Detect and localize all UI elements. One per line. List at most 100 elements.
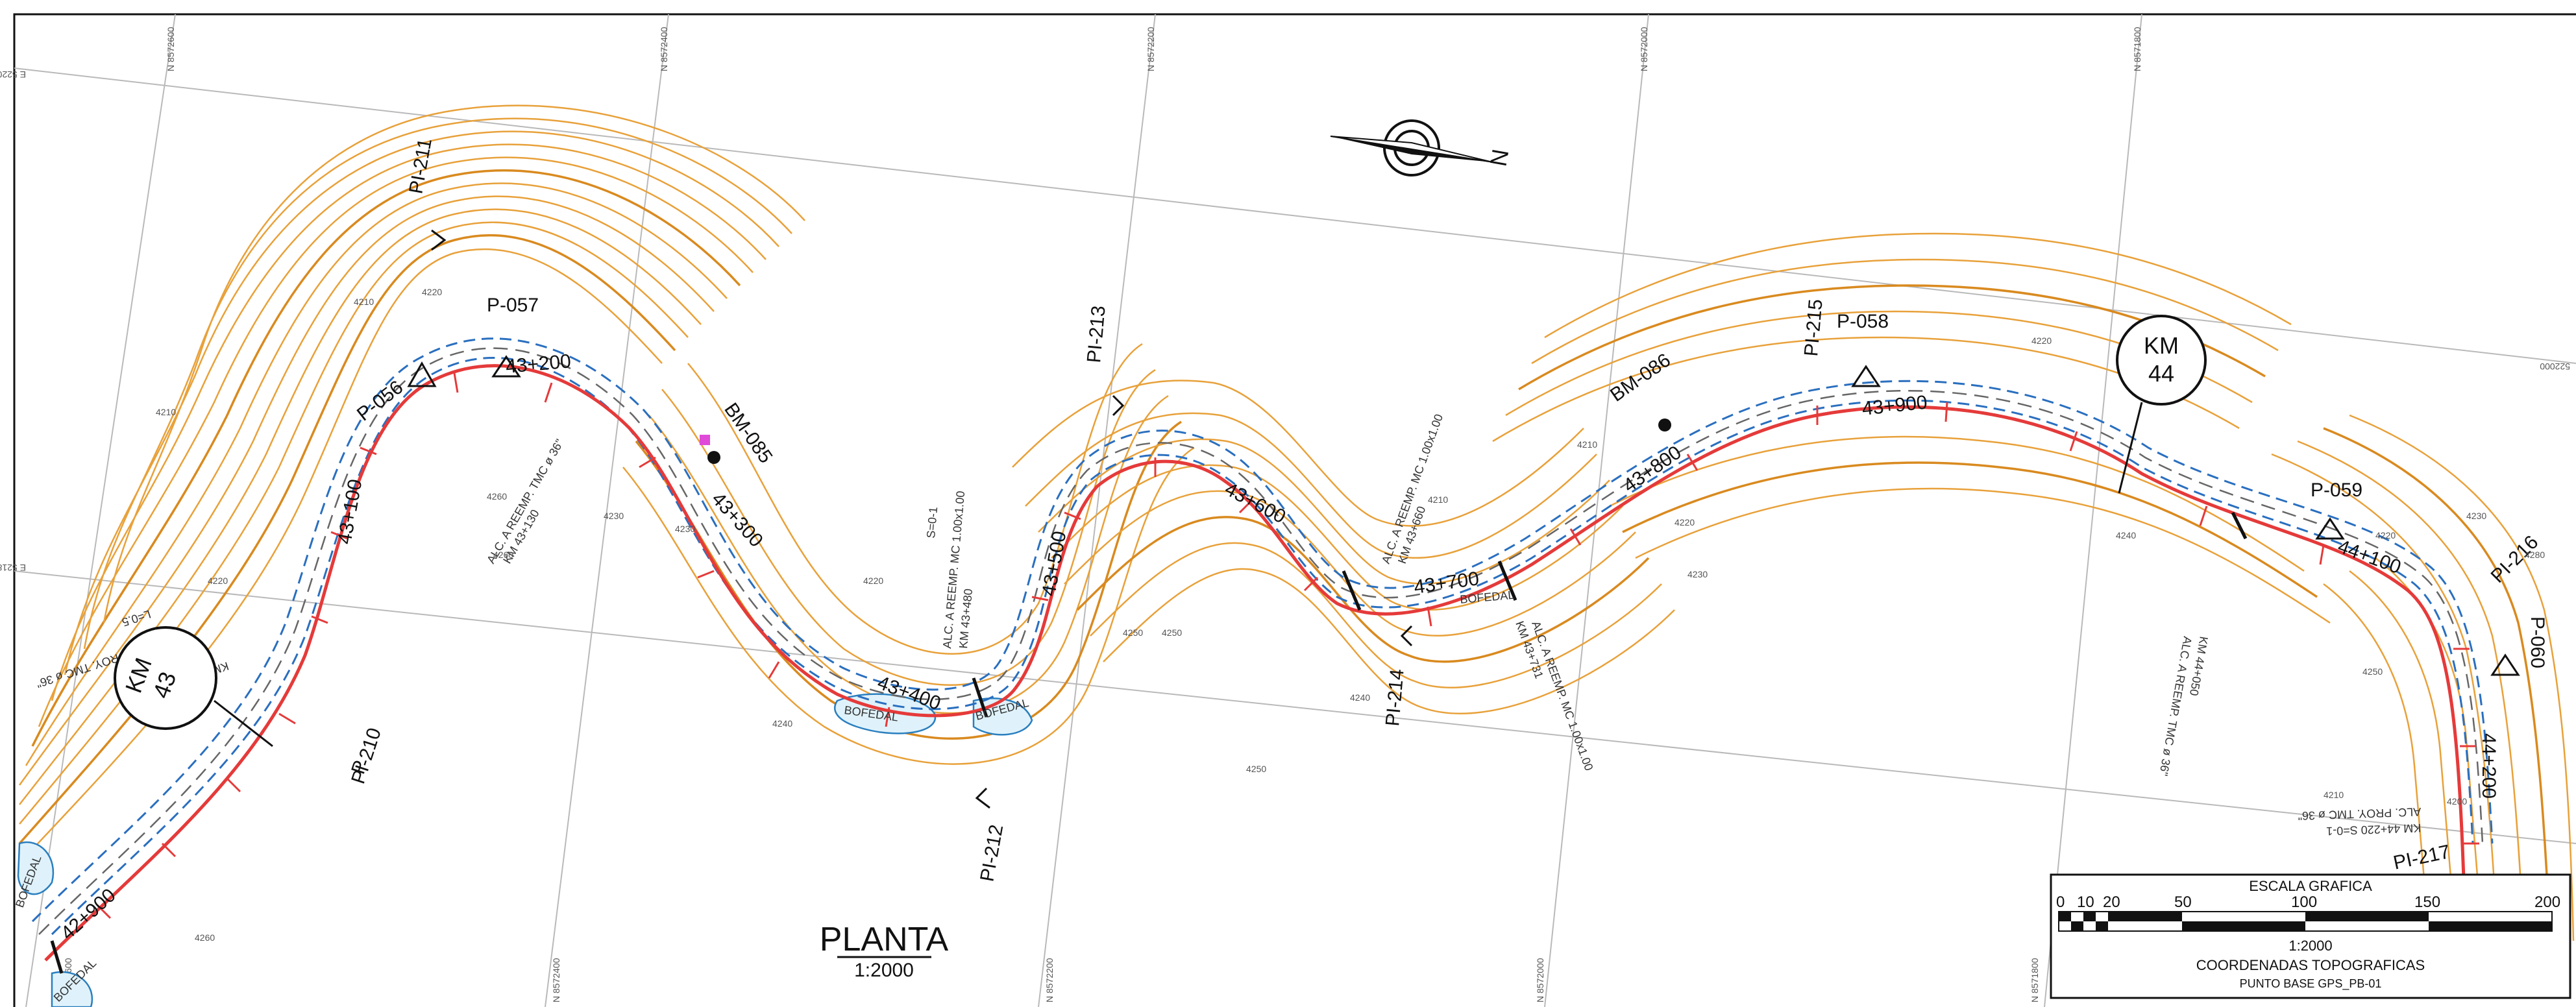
- elev-label: 4250: [1123, 627, 1143, 638]
- plan-scale-text: 1:2000: [854, 960, 914, 981]
- elev-label: 4250: [1246, 764, 1266, 774]
- grid-label-bottom-2: N 8572400: [551, 958, 561, 1002]
- elev-label: 4220: [208, 576, 228, 586]
- bm-label-086: BM-086: [1606, 349, 1674, 406]
- elev-label: 4230: [675, 524, 695, 534]
- plan-title-text: PLANTA: [820, 921, 949, 958]
- station-label-43-200: 43+200: [505, 350, 572, 378]
- elev-label: 4240: [772, 718, 792, 729]
- triangle-marker-icon: [491, 355, 521, 378]
- pi-label-217: PI-217: [2392, 841, 2452, 874]
- p-label-059: P-059: [2311, 479, 2362, 501]
- scale-tick-10: 10: [2077, 893, 2094, 911]
- grid-label-top-5: N 8571800: [2132, 27, 2142, 71]
- grid-label-right-1: 522000: [2540, 361, 2570, 372]
- elev-label: 4230: [1687, 569, 1708, 579]
- grid-label-bottom-3: N 8572200: [1044, 958, 1055, 1002]
- elev-label: 4240: [2116, 530, 2136, 540]
- pi-label-211: PI-211: [405, 137, 435, 196]
- elev-label: 4230: [604, 511, 624, 521]
- pink-square-icon: [700, 435, 710, 445]
- contour-lines: [18, 104, 2575, 993]
- scale-box-base-point: PUNTO BASE GPS_PB-01: [2240, 977, 2382, 991]
- elev-label: 4250: [2362, 666, 2383, 677]
- bm-marker-icon: [707, 451, 720, 464]
- elev-label: 4210: [2324, 790, 2344, 800]
- scale-bar: [2058, 911, 2553, 932]
- bofedal-label-3: BOFEDAL: [1460, 588, 1515, 606]
- elev-label: 4220: [2031, 335, 2052, 346]
- pi-label-214: PI-214: [1382, 668, 1408, 727]
- road-edges: [31, 337, 2494, 936]
- km-marker-44-label: KM: [2144, 332, 2179, 359]
- elev-label: 4220: [422, 287, 442, 297]
- survey-markers: [407, 229, 2520, 809]
- elev-label: 4260: [195, 932, 215, 943]
- scale-tick-50: 50: [2174, 893, 2192, 911]
- elev-label: 4220: [2375, 530, 2396, 540]
- culverts: [50, 511, 2248, 974]
- grid-label-top-4: N 8572000: [1639, 27, 1649, 71]
- scale-tick-150: 150: [2414, 893, 2440, 911]
- elev-label: 4210: [156, 407, 176, 417]
- scale-tick-0: 0: [2056, 893, 2065, 911]
- grid-label-left-1: E 522000: [0, 69, 26, 80]
- grid-label-bottom-4: N 8572000: [1535, 958, 1545, 1002]
- culvert-note-13: ALC. A REEMP. TMC ø 36": [2157, 635, 2194, 777]
- triangle-marker-icon: [2490, 653, 2520, 676]
- north-arrow-icon: N: [1330, 119, 1514, 176]
- pi-label-212: PI-212: [976, 823, 1007, 883]
- grid-label-top-3: N 8572200: [1146, 27, 1156, 71]
- pi-marker-icon: [1400, 625, 1413, 647]
- sheet-border: [13, 13, 2576, 1007]
- station-label-43-900: 43+900: [1861, 392, 1928, 420]
- contour-elevation-labels: 4210 4220 4220 4230 4240 4250 4260 4210 …: [156, 287, 2545, 943]
- pi-label-210: PI-210: [347, 725, 386, 786]
- scale-box: ESCALA GRAFICA 0 10 20 50 100 150 200 1:…: [2050, 873, 2571, 999]
- km-marker-43: KM 43: [114, 626, 273, 747]
- elev-label: 4260: [487, 491, 507, 502]
- scale-box-ratio: 1:2000: [2288, 938, 2332, 954]
- station-label-43-100: 43+100: [334, 478, 366, 546]
- elev-label: 4280: [2525, 550, 2545, 560]
- plan-title: PLANTA 1:2000: [820, 921, 949, 981]
- reference-labels: PI-210 PI-211 PI-212 PI-213 PI-214 PI-21…: [347, 137, 2548, 884]
- grid-label-top-1: N 8572600: [166, 27, 176, 71]
- km-marker-44-value: 44: [2148, 360, 2174, 387]
- elev-label: 4210: [354, 297, 374, 307]
- culvert-notes: ALC. PROY. TMC ø 36" L=0.5 KM 44+020 S=0…: [34, 412, 2421, 838]
- p-label-060: P-060: [2527, 616, 2548, 668]
- pi-marker-icon: [975, 787, 990, 809]
- elev-label: 4220: [1674, 517, 1695, 528]
- culvert-note-16: KM 44+220 S=0-1: [2326, 821, 2422, 838]
- bofedal-area-3: [17, 841, 55, 895]
- grid-labels: N 8572600 N 8572400 N 8572200 N 8572000 …: [0, 27, 2570, 1002]
- culvert-note-8: S=0-1: [924, 506, 940, 539]
- scale-tick-200: 200: [2534, 893, 2560, 911]
- road-axis: [44, 364, 2479, 962]
- north-label: N: [1485, 147, 1514, 169]
- p-label-058: P-058: [1837, 311, 1889, 332]
- elev-label: 4260: [493, 550, 513, 560]
- triangle-marker-icon: [1851, 365, 1881, 387]
- station-label-43-300: 43+300: [707, 489, 767, 552]
- grid-label-left-2: E 521800: [0, 563, 26, 573]
- culvert-note-7: KM 43+480: [957, 588, 975, 649]
- scale-box-coord-title: COORDENADAS TOPOGRAFICAS: [2196, 957, 2425, 973]
- elev-label: 4230: [2466, 511, 2486, 521]
- elev-label: 4200: [2447, 796, 2467, 807]
- triangle-marker-icon: [407, 361, 437, 387]
- grid-label-bottom-5: N 8571800: [2030, 958, 2040, 1002]
- pi-marker-icon: [1112, 394, 1125, 417]
- elev-label: 4210: [1577, 439, 1597, 450]
- elev-label: 4240: [1350, 692, 1370, 703]
- pi-marker-icon: [431, 229, 447, 251]
- station-label-42-900: 42+900: [57, 884, 120, 944]
- scale-tick-20: 20: [2103, 893, 2120, 911]
- pi-label-215: PI-215: [1800, 298, 1827, 358]
- elev-label: 4250: [1162, 627, 1182, 638]
- scale-box-heading: ESCALA GRAFICA: [2249, 878, 2372, 894]
- station-label-44-100: 44+100: [2335, 536, 2404, 579]
- p-label-056: P-056: [353, 376, 407, 425]
